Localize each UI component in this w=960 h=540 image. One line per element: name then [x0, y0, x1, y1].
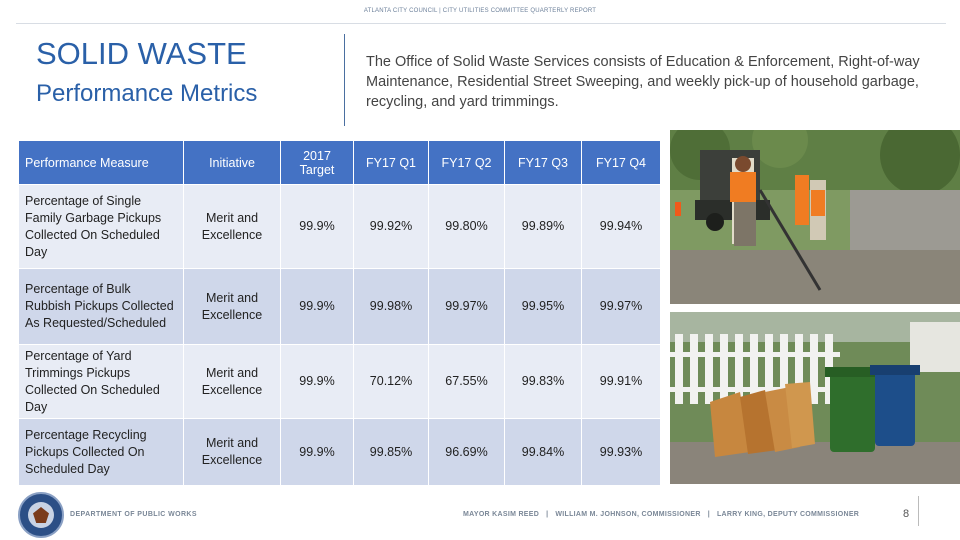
- q2-cell: 67.55%: [428, 344, 505, 419]
- column-header-q1: FY17 Q1: [353, 140, 429, 185]
- table-row: Percentage of Single Family Garbage Pick…: [18, 184, 661, 269]
- column-header-q2: FY17 Q2: [428, 140, 505, 185]
- q3-cell: 99.83%: [504, 344, 582, 419]
- column-header-q4: FY17 Q4: [581, 140, 661, 185]
- performance-metrics-table: Performance Measure Initiative 2017 Targ…: [18, 140, 661, 486]
- table-row: Percentage of Bulk Rubbish Pickups Colle…: [18, 268, 661, 345]
- q1-cell: 99.85%: [353, 418, 429, 486]
- q3-cell: 99.84%: [504, 418, 582, 486]
- page-number: 8: [903, 508, 910, 520]
- footer-credits: MAYOR KASIM REED | WILLIAM M. JOHNSON, COM…: [463, 511, 860, 518]
- measure-cell: Percentage of Bulk Rubbish Pickups Colle…: [18, 268, 184, 345]
- intro-paragraph: The Office of Solid Waste Services consi…: [366, 54, 920, 110]
- q3-cell: 99.95%: [504, 268, 582, 345]
- column-header-initiative: Initiative: [183, 140, 281, 185]
- target-cell: 99.9%: [280, 344, 354, 419]
- measure-cell: Percentage of Single Family Garbage Pick…: [18, 184, 184, 269]
- target-cell: 99.9%: [280, 184, 354, 269]
- crew-with-truck-photo: [670, 130, 960, 304]
- page-number-divider: [918, 496, 919, 526]
- target-cell: 99.9%: [280, 418, 354, 486]
- table-row: Percentage of Yard Trimmings Pickups Col…: [18, 344, 661, 419]
- table-row: Percentage Recycling Pickups Collected O…: [18, 418, 661, 486]
- column-header-target: 2017 Target: [280, 140, 354, 185]
- q1-cell: 99.92%: [353, 184, 429, 269]
- column-header-measure: Performance Measure: [18, 140, 184, 185]
- initiative-cell: Merit and Excellence: [183, 418, 281, 486]
- header-divider: [16, 23, 946, 24]
- q4-cell: 99.91%: [581, 344, 661, 419]
- measure-cell: Percentage Recycling Pickups Collected O…: [18, 418, 184, 486]
- initiative-cell: Merit and Excellence: [183, 344, 281, 419]
- q4-cell: 99.97%: [581, 268, 661, 345]
- title-divider: [344, 34, 345, 126]
- report-header-note: ATLANTA CITY COUNCIL | CITY UTILITIES CO…: [363, 8, 597, 14]
- page-subtitle: Performance Metrics: [36, 80, 258, 107]
- q2-cell: 99.97%: [428, 268, 505, 345]
- q3-cell: 99.89%: [504, 184, 582, 269]
- city-seal-logo: [18, 492, 64, 538]
- yard-waste-bins-photo: [670, 312, 960, 484]
- table-header-row: Performance Measure Initiative 2017 Targ…: [18, 140, 661, 185]
- initiative-cell: Merit and Excellence: [183, 184, 281, 269]
- footer-mayor: MAYOR KASIM REED: [463, 511, 540, 518]
- q2-cell: 96.69%: [428, 418, 505, 486]
- footer-commissioner: WILLIAM M. JOHNSON, COMMISSIONER: [555, 511, 701, 518]
- q4-cell: 99.94%: [581, 184, 661, 269]
- q4-cell: 99.93%: [581, 418, 661, 486]
- page-title: SOLID WASTE: [36, 36, 247, 71]
- column-header-q3: FY17 Q3: [504, 140, 582, 185]
- footer-deputy: LARRY KING, DEPUTY COMMISSIONER: [716, 511, 860, 518]
- q1-cell: 99.98%: [353, 268, 429, 345]
- initiative-cell: Merit and Excellence: [183, 268, 281, 345]
- measure-cell: Percentage of Yard Trimmings Pickups Col…: [18, 344, 184, 419]
- target-cell: 99.9%: [280, 268, 354, 345]
- q1-cell: 70.12%: [353, 344, 429, 419]
- q2-cell: 99.80%: [428, 184, 505, 269]
- footer-department: DEPARTMENT OF PUBLIC WORKS: [70, 511, 197, 518]
